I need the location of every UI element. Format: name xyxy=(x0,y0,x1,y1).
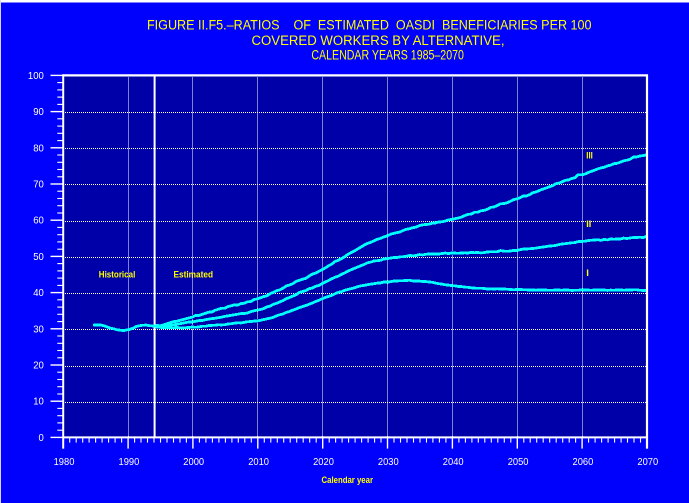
svg-text:III: III xyxy=(586,150,593,161)
svg-text:10: 10 xyxy=(33,397,44,408)
svg-text:80: 80 xyxy=(33,143,44,154)
svg-text:60: 60 xyxy=(33,216,44,227)
svg-text:2040: 2040 xyxy=(443,457,464,468)
svg-text:0: 0 xyxy=(39,433,45,444)
svg-text:Calendar year: Calendar year xyxy=(322,474,374,485)
svg-text:FIGURE II.F5.–RATIOS OF ES: FIGURE II.F5.–RATIOS OF ESTIMATED OASDI … xyxy=(147,18,592,34)
svg-text:30: 30 xyxy=(33,324,44,335)
svg-text:2000: 2000 xyxy=(183,457,204,468)
svg-text:Estimated: Estimated xyxy=(174,269,214,280)
svg-text:I: I xyxy=(586,268,589,279)
svg-text:2010: 2010 xyxy=(248,457,269,468)
svg-text:100: 100 xyxy=(28,71,44,82)
svg-text:2030: 2030 xyxy=(378,457,399,468)
svg-text:2020: 2020 xyxy=(313,457,334,468)
svg-text:40: 40 xyxy=(33,288,44,299)
svg-text:COVERED WORKERS BY ALTERNATIVE: COVERED WORKERS BY ALTERNATIVE, xyxy=(252,33,505,49)
svg-text:1990: 1990 xyxy=(119,457,140,468)
svg-text:Historical: Historical xyxy=(99,269,136,280)
svg-text:20: 20 xyxy=(33,361,44,372)
svg-text:CALENDAR YEARS 1985–2070: CALENDAR YEARS 1985–2070 xyxy=(311,48,464,64)
svg-text:2060: 2060 xyxy=(573,457,594,468)
svg-text:2070: 2070 xyxy=(637,457,658,468)
svg-text:II: II xyxy=(586,219,591,230)
svg-text:1980: 1980 xyxy=(54,457,75,468)
svg-text:2050: 2050 xyxy=(508,457,529,468)
svg-text:50: 50 xyxy=(33,252,44,263)
svg-text:70: 70 xyxy=(33,180,44,191)
svg-text:90: 90 xyxy=(33,107,44,118)
